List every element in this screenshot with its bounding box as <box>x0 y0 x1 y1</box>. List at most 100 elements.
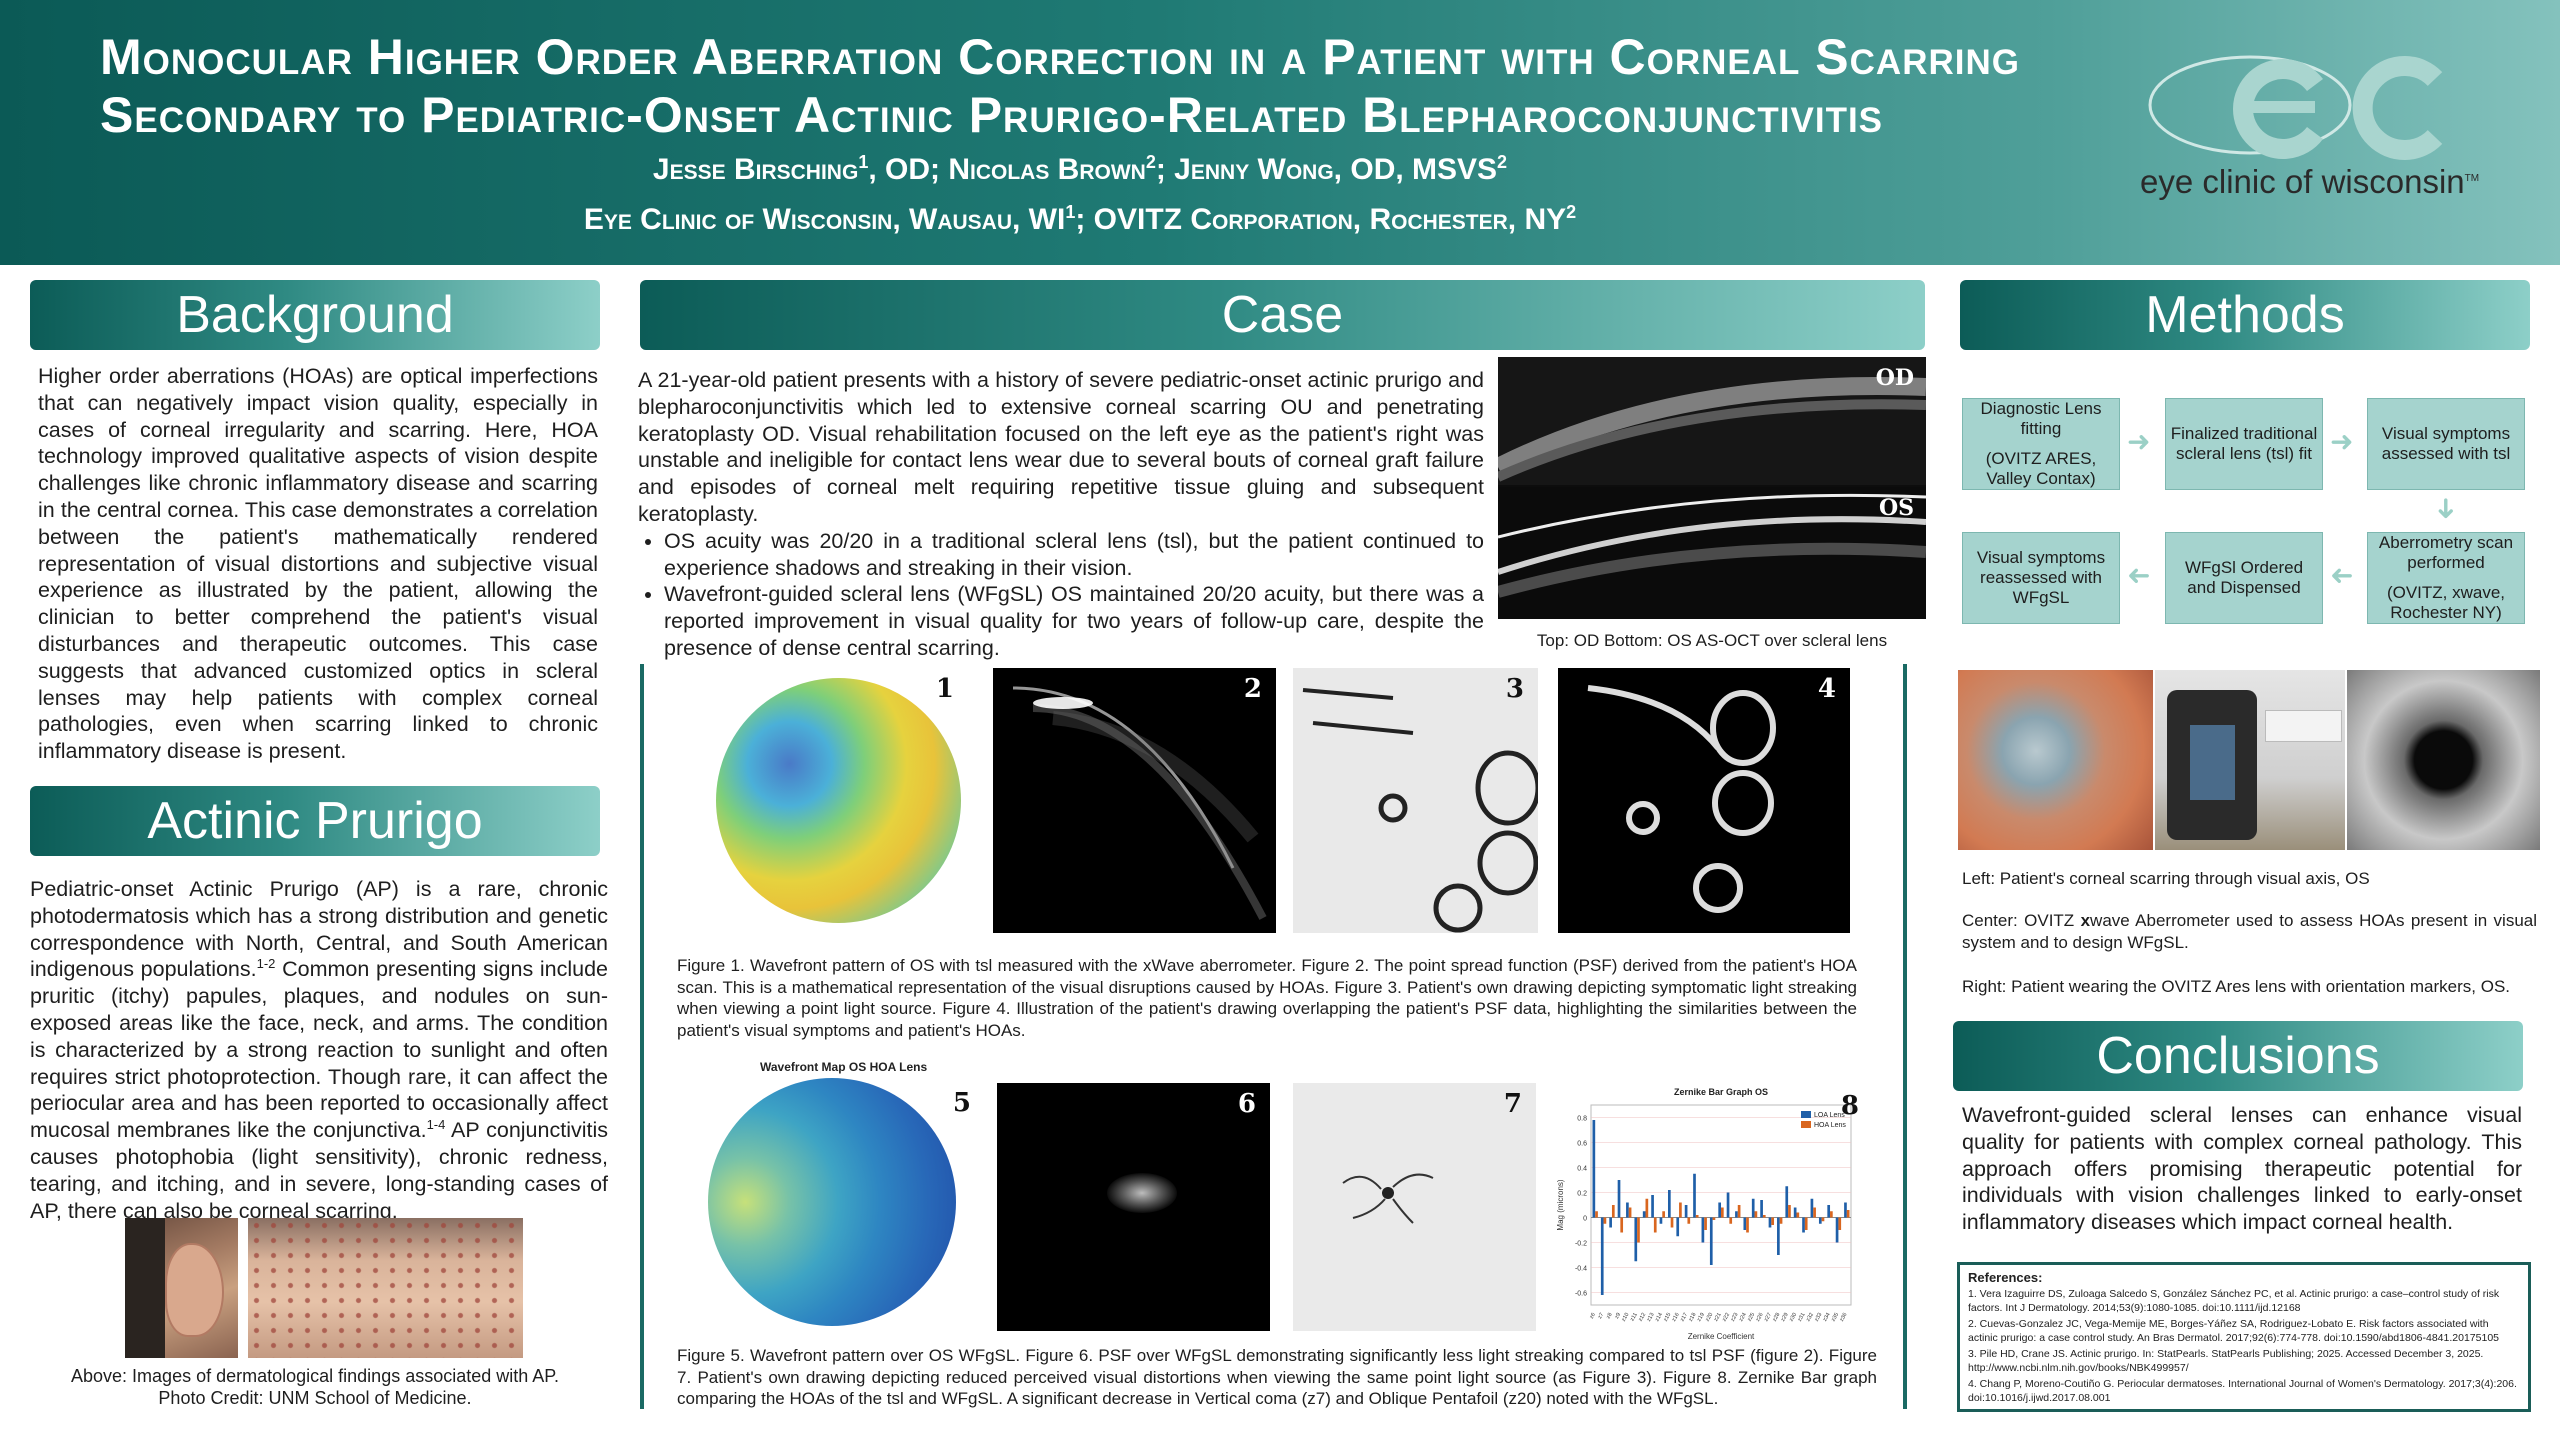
figure-6-psf-wfgsl: 6 <box>997 1083 1270 1331</box>
figures-1-4-caption: Figure 1. Wavefront pattern of OS with t… <box>677 956 1857 1040</box>
case-intro: A 21-year-old patient presents with a hi… <box>638 368 1484 526</box>
references-box: References: 1. Vera Izaguirre DS, Zuloag… <box>1957 1262 2531 1412</box>
x-tick-label: z28 <box>1772 1312 1782 1323</box>
bar-hoa-lens <box>1771 1217 1775 1225</box>
bar-loa-lens <box>1651 1195 1654 1218</box>
eye-clinic-logo: eye clinic of wisconsinTM <box>2140 55 2500 215</box>
bar-hoa-lens <box>1746 1217 1749 1233</box>
y-tick-label: 0.4 <box>1577 1166 1587 1173</box>
y-tick-label: 0.8 <box>1577 1116 1587 1123</box>
bar-hoa-lens <box>1846 1210 1850 1218</box>
bar-loa-lens <box>1600 1217 1604 1295</box>
case-frame-right-rule <box>1903 664 1907 1409</box>
case-heading: Case <box>640 280 1925 350</box>
bar-loa-lens <box>1802 1217 1805 1233</box>
figure-1-wavefront-tsl: 1 <box>708 668 968 933</box>
case-text: A 21-year-old patient presents with a hi… <box>638 367 1484 662</box>
figures-5-8-caption: Figure 5. Wavefront pattern over OS WFgS… <box>677 1346 1877 1408</box>
logo-trademark: TM <box>2464 173 2480 184</box>
case-bullet: OS acuity was 20/20 in a traditional scl… <box>664 528 1484 582</box>
arrow-left-icon: ➜ <box>2127 561 2151 592</box>
affiliation-separator: ; <box>1075 203 1094 236</box>
dermatology-caption-line-1: Above: Images of dermatological findings… <box>71 1366 559 1386</box>
bar-hoa-lens <box>1645 1198 1649 1218</box>
authors-line: Jesse Birsching1, OD; Nicolas Brown2; Je… <box>0 152 2160 187</box>
x-tick-label: z21 <box>1713 1312 1723 1323</box>
conclusions-heading: Conclusions <box>1953 1021 2523 1091</box>
reference-item: 4. Chang P, Moreno-Coutiño G. Periocular… <box>1968 1378 2517 1404</box>
figure-4-drawing-overlay: 4 <box>1558 668 1850 933</box>
x-tick-label: z8 <box>1606 1312 1614 1320</box>
logo-wordmark: eye clinic of wisconsin <box>2140 163 2465 200</box>
bar-hoa-lens <box>1687 1217 1691 1224</box>
figure-number: 3 <box>1505 674 1524 704</box>
bar-hoa-lens <box>1821 1217 1825 1222</box>
x-tick-label: z18 <box>1688 1312 1698 1323</box>
figure-number: 2 <box>1243 674 1262 704</box>
y-tick-label: 0.6 <box>1577 1141 1587 1148</box>
x-tick-label: z29 <box>1780 1312 1790 1323</box>
bar-hoa-lens <box>1796 1212 1800 1218</box>
author-separator: ; <box>1155 153 1175 186</box>
arrow-left-icon: ➜ <box>2330 561 2354 592</box>
bar-loa-lens <box>1709 1217 1713 1265</box>
actinic-text-part-1: Pediatric-onset Actinic Prurigo (AP) is … <box>30 877 608 982</box>
case-frame-left-rule <box>640 664 644 1409</box>
bar-hoa-lens <box>1595 1211 1598 1218</box>
x-tick-label: z16 <box>1671 1312 1681 1323</box>
figure-number: 7 <box>1503 1089 1522 1119</box>
y-tick-label: 0 <box>1583 1216 1587 1223</box>
bar-loa-lens <box>1642 1211 1646 1218</box>
figure-number: 4 <box>1817 674 1836 704</box>
patient-drawing-graphic <box>1302 688 1538 933</box>
affiliation-superscript: 1 <box>1065 202 1076 222</box>
legend-swatch <box>1801 1121 1811 1128</box>
y-tick-label: -0.2 <box>1575 1241 1587 1248</box>
oct-label-os: OS <box>1878 495 1914 521</box>
bar-loa-lens <box>1609 1217 1612 1228</box>
x-axis-label: Zernike Coefficient <box>1688 1332 1755 1341</box>
bar-hoa-lens <box>1603 1217 1607 1224</box>
x-tick-label: z13 <box>1646 1312 1656 1323</box>
aberrometer-photo <box>2155 670 2345 850</box>
figure-8-zernike-chart: Zernike Bar Graph OS 0.8 0.6 0.4 0.2 0 -0.2 -0.… <box>1553 1083 1863 1345</box>
as-oct-images: OD OS <box>1498 357 1926 619</box>
citation-sup: 1-2 <box>256 956 276 972</box>
bar-loa-lens <box>1626 1202 1629 1218</box>
affiliation-name: OVITZ Corporation, Rochester, NY <box>1093 203 1567 236</box>
author-superscript: 1 <box>858 152 869 172</box>
bar-hoa-lens <box>1695 1215 1699 1218</box>
actinic-text-part-2: Common presenting signs include pruritic… <box>30 957 608 1143</box>
x-tick-label: z14 <box>1654 1312 1664 1323</box>
bar-hoa-lens <box>1662 1211 1665 1218</box>
case-bullet: Wavefront-guided scleral lens (WFgSL) OS… <box>664 581 1484 661</box>
figure-5-wavefront-wfgsl: Wavefront Map OS HOA Lens 5 <box>700 1058 985 1333</box>
x-tick-label: z17 <box>1680 1312 1690 1323</box>
bar-loa-lens <box>1751 1198 1755 1218</box>
bar-loa-lens <box>1810 1198 1814 1218</box>
x-tick-label: z25 <box>1747 1312 1757 1323</box>
x-tick-label: z30 <box>1789 1312 1799 1323</box>
arrow-right-icon: ➜ <box>2330 426 2354 457</box>
x-tick-label: z7 <box>1597 1312 1605 1320</box>
bar-hoa-lens <box>1620 1217 1624 1233</box>
ares-lens-photo <box>2347 670 2540 850</box>
oct-caption: Top: OD Bottom: OS AS-OCT over scleral l… <box>1536 631 1888 650</box>
methods-caption-right: Right: Patient wearing the OVITZ Ares le… <box>1962 977 2511 996</box>
x-tick-label: z35 <box>1831 1312 1841 1323</box>
bar-hoa-lens <box>1670 1217 1674 1228</box>
background-text: Higher order aberrations (HOAs) are opti… <box>38 364 598 764</box>
x-tick-label: z22 <box>1721 1312 1731 1323</box>
bar-hoa-lens <box>1838 1217 1842 1230</box>
x-tick-label: z19 <box>1696 1312 1706 1323</box>
oct-scan-graphic <box>1498 357 1926 619</box>
affiliation-superscript: 2 <box>1566 202 1577 222</box>
figure-number: 5 <box>952 1088 971 1118</box>
x-tick-label: z9 <box>1614 1312 1622 1320</box>
x-tick-label: z10 <box>1621 1312 1631 1323</box>
figure-5-title: Wavefront Map OS HOA Lens <box>760 1060 928 1074</box>
y-tick-label: -0.4 <box>1575 1266 1587 1273</box>
figure-7-patient-drawing-wfgsl: 7 <box>1293 1083 1536 1331</box>
chart-title: Zernike Bar Graph OS <box>1674 1087 1768 1097</box>
bar-loa-lens <box>1667 1190 1671 1218</box>
